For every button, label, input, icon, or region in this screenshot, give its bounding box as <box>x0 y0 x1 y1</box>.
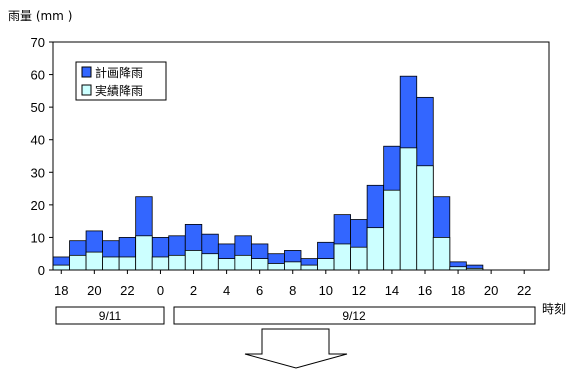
y-tick-label: 40 <box>31 133 45 148</box>
x-axis-title: 時刻 <box>542 302 566 316</box>
actual-rain-bar <box>399 147 418 271</box>
actual-rain-bar <box>300 264 318 271</box>
actual-rain-bar <box>416 165 434 271</box>
x-tick-label: 8 <box>289 283 296 298</box>
x-tick-label: 0 <box>157 283 164 298</box>
y-tick-label: 20 <box>31 198 45 213</box>
actual-rain-bar <box>168 254 186 271</box>
actual-rain-bar <box>333 243 352 271</box>
actual-rain-bar <box>250 258 269 271</box>
y-tick-label: 60 <box>31 68 45 83</box>
down-arrow-icon <box>244 328 348 369</box>
date-box-9-12 <box>173 306 536 325</box>
x-tick-label: 22 <box>517 283 531 298</box>
x-tick-label: 22 <box>120 283 134 298</box>
x-tick-label: 16 <box>418 283 432 298</box>
plot-frame <box>52 41 550 271</box>
actual-rain-bar <box>52 264 70 271</box>
y-axis-title: 雨量 (mm ) <box>8 9 72 23</box>
x-tick-label: 12 <box>352 283 366 298</box>
y-axis-ticks: 0 10 20 30 40 50 60 70 <box>31 35 53 278</box>
x-tick-label: 14 <box>385 283 399 298</box>
date-boxes: 9/11 9/12 <box>55 306 536 325</box>
actual-rain-bar <box>184 250 203 271</box>
y-tick-label: 10 <box>31 230 45 245</box>
date-label-9-12: 9/12 <box>342 309 366 323</box>
actual-rain-bar <box>102 256 120 271</box>
x-tick-label: 20 <box>484 283 498 298</box>
x-tick-label: 4 <box>223 283 230 298</box>
actual-rain-bar <box>317 258 335 271</box>
date-label-9-11: 9/11 <box>99 309 122 323</box>
y-tick-label: 30 <box>31 165 45 180</box>
x-tick-label: 10 <box>319 283 333 298</box>
actual-rain-bar <box>201 253 219 271</box>
actual-rain-bar <box>432 237 451 271</box>
actual-rain-bar <box>366 227 385 271</box>
date-box-9-11 <box>55 306 165 325</box>
legend: 計画降雨 実績降雨 <box>75 61 167 101</box>
actual-rain-bar <box>135 235 153 271</box>
x-axis-ticks: 18 20 22 0 2 4 6 8 10 12 14 16 18 20 22 <box>54 270 531 298</box>
x-tick-label: 6 <box>256 283 263 298</box>
actual-rain-bar <box>118 256 137 271</box>
legend-label-plan: 計画降雨 <box>95 65 143 80</box>
legend-swatch-actual <box>81 84 92 96</box>
x-tick-label: 20 <box>87 283 101 298</box>
y-tick-label: 0 <box>38 263 45 278</box>
legend-swatch-plan <box>81 66 92 78</box>
x-tick-label: 2 <box>190 283 197 298</box>
actual-rain-bar <box>383 189 401 271</box>
actual-rain-bar <box>69 254 87 271</box>
actual-rain-bar <box>350 246 368 271</box>
legend-label-actual: 実績降雨 <box>95 83 143 98</box>
actual-rain-bar <box>284 261 302 271</box>
actual-rain-bar <box>151 256 170 271</box>
y-tick-label: 50 <box>31 100 45 115</box>
y-tick-label: 70 <box>31 35 45 50</box>
x-tick-label: 18 <box>54 283 68 298</box>
actual-rain-bar <box>217 258 236 271</box>
actual-rain-bar <box>85 251 104 271</box>
actual-rain-bar <box>234 254 252 271</box>
actual-rain-bar <box>267 263 285 271</box>
x-tick-label: 18 <box>451 283 465 298</box>
